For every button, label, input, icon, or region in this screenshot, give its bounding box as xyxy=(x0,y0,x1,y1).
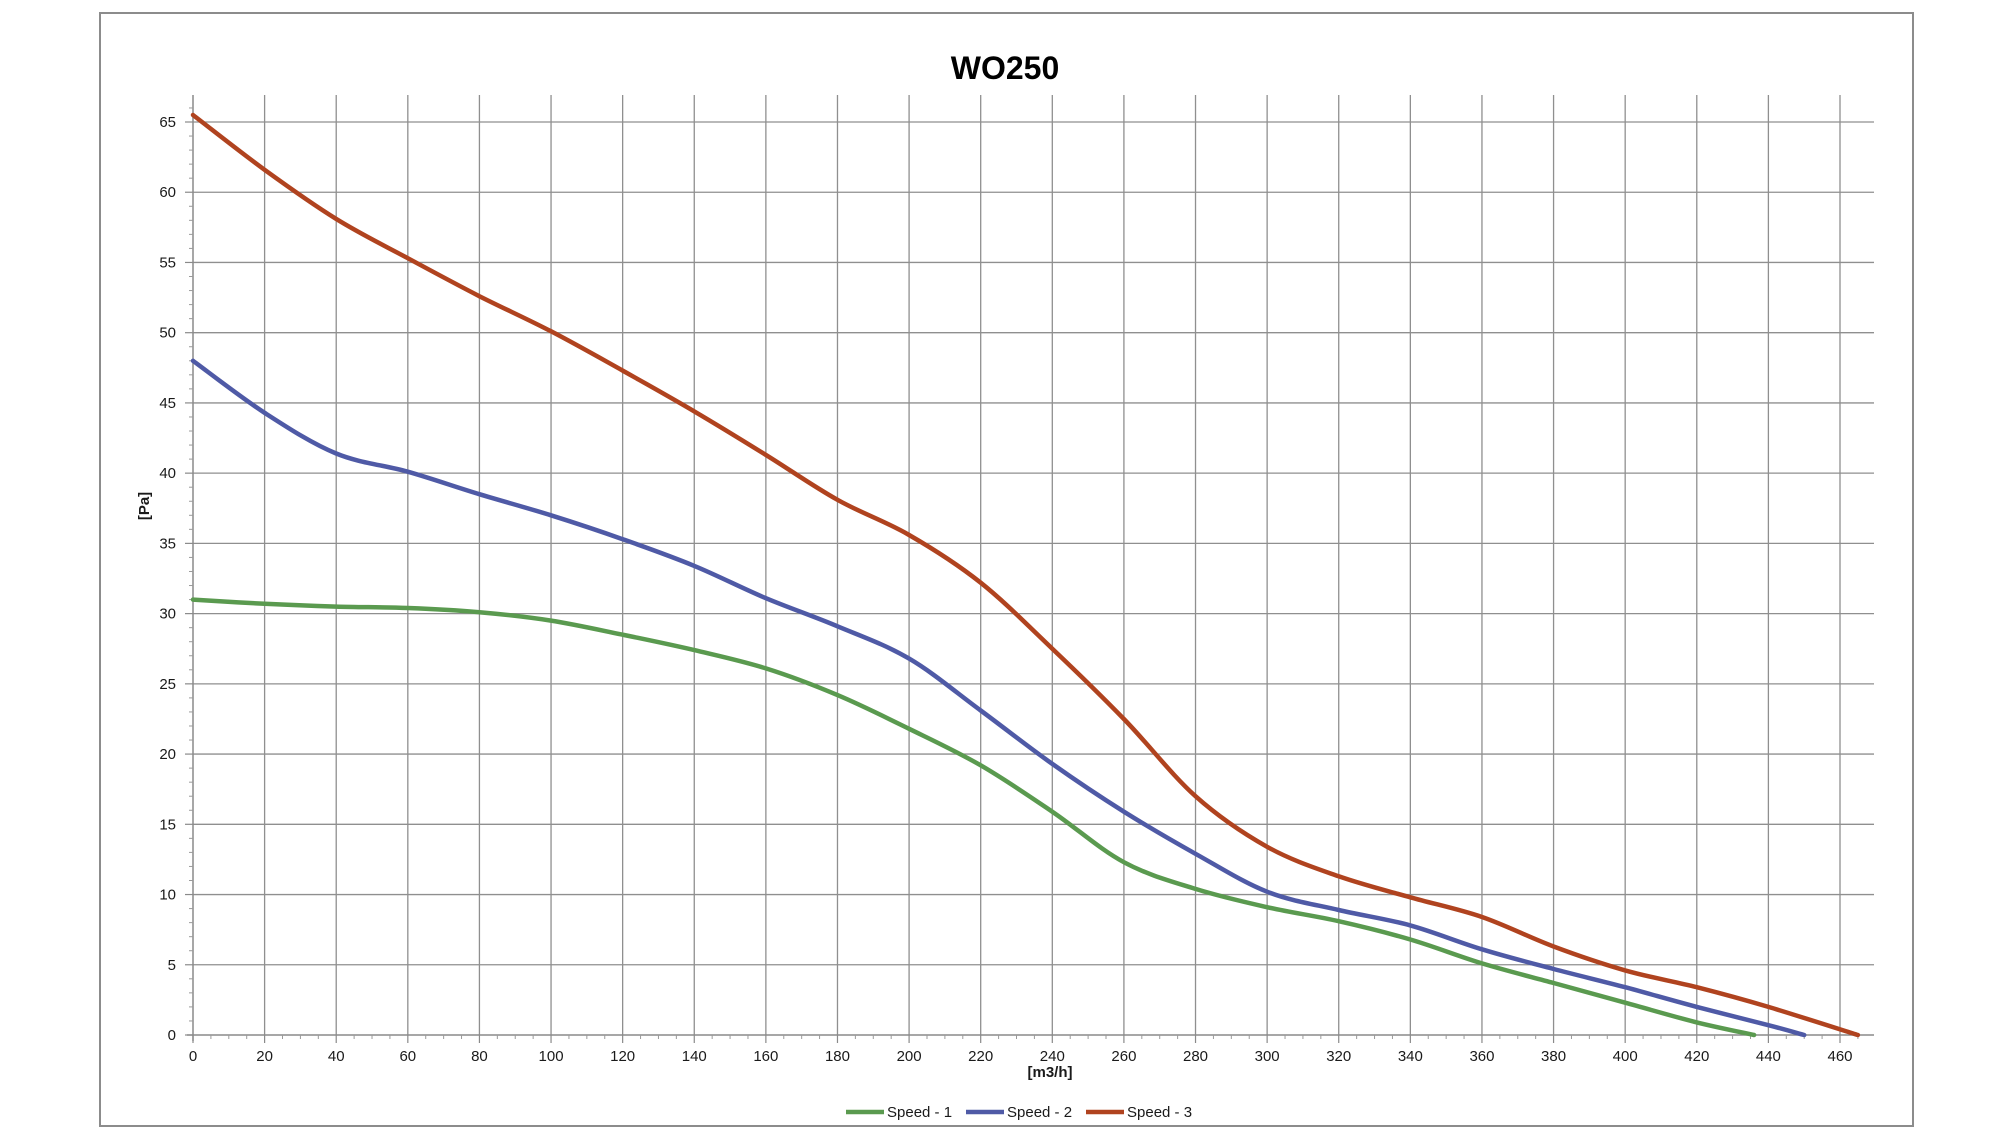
legend-label-speed-2: Speed - 2 xyxy=(1007,1104,1072,1121)
x-tick-label: 400 xyxy=(1613,1048,1638,1065)
x-tick-label: 20 xyxy=(256,1048,273,1065)
y-tick-label: 0 xyxy=(168,1027,176,1044)
x-tick-label: 300 xyxy=(1255,1048,1280,1065)
series-line-speed-2 xyxy=(190,358,1807,1038)
x-tick-label: 240 xyxy=(1040,1048,1065,1065)
series-group xyxy=(190,112,1861,1038)
chart-frame xyxy=(99,12,1914,1127)
y-tick-label: 30 xyxy=(159,606,176,623)
x-tick-label: 360 xyxy=(1469,1048,1494,1065)
series-line-speed-1 xyxy=(190,597,1757,1038)
y-tick-label: 5 xyxy=(168,957,176,974)
x-tick-label: 380 xyxy=(1541,1048,1566,1065)
chart-title: WO250 xyxy=(951,50,1059,86)
y-tick-label: 15 xyxy=(159,816,176,833)
x-tick-label: 160 xyxy=(753,1048,778,1065)
y-tick-label: 60 xyxy=(159,184,176,201)
y-tick-label: 40 xyxy=(159,465,176,482)
y-tick-label: 55 xyxy=(159,254,176,271)
x-tick-label: 80 xyxy=(471,1048,488,1065)
legend-label-speed-3: Speed - 3 xyxy=(1127,1104,1192,1121)
x-tick-label: 440 xyxy=(1756,1048,1781,1065)
x-tick-label: 200 xyxy=(897,1048,922,1065)
x-tick-label: 460 xyxy=(1827,1048,1852,1065)
grid xyxy=(193,95,1874,1035)
y-tick-label: 50 xyxy=(159,325,176,342)
axes: 0 5 10 15 20 25 30 35 40 45 50 55 60 65 0 20 40 60 80 100 12… xyxy=(159,95,1874,1065)
x-tick-label: 340 xyxy=(1398,1048,1423,1065)
y-tick-label: 25 xyxy=(159,676,176,693)
x-tick-label: 60 xyxy=(399,1048,416,1065)
series-line-speed-3 xyxy=(190,112,1861,1038)
x-tick-label: 100 xyxy=(539,1048,564,1065)
x-tick-label: 420 xyxy=(1684,1048,1709,1065)
x-tick-label: 40 xyxy=(328,1048,345,1065)
y-tick-label: 20 xyxy=(159,746,176,763)
x-tick-label: 220 xyxy=(968,1048,993,1065)
x-tick-label: 280 xyxy=(1183,1048,1208,1065)
x-tick-label: 320 xyxy=(1326,1048,1351,1065)
x-tick-label: 260 xyxy=(1111,1048,1136,1065)
x-tick-label: 180 xyxy=(825,1048,850,1065)
y-tick-label: 65 xyxy=(159,114,176,131)
x-tick-label: 140 xyxy=(682,1048,707,1065)
y-tick-label: 10 xyxy=(159,887,176,904)
x-axis-label: [m3/h] xyxy=(1028,1064,1073,1081)
legend-label-speed-1: Speed - 1 xyxy=(887,1104,952,1121)
y-axis-label: [Pa] xyxy=(136,492,153,520)
x-tick-label: 120 xyxy=(610,1048,635,1065)
y-tick-label: 35 xyxy=(159,535,176,552)
y-tick-label: 45 xyxy=(159,395,176,412)
x-tick-label: 0 xyxy=(189,1048,197,1065)
legend: Speed - 1 Speed - 2 Speed - 3 xyxy=(846,1104,1192,1121)
